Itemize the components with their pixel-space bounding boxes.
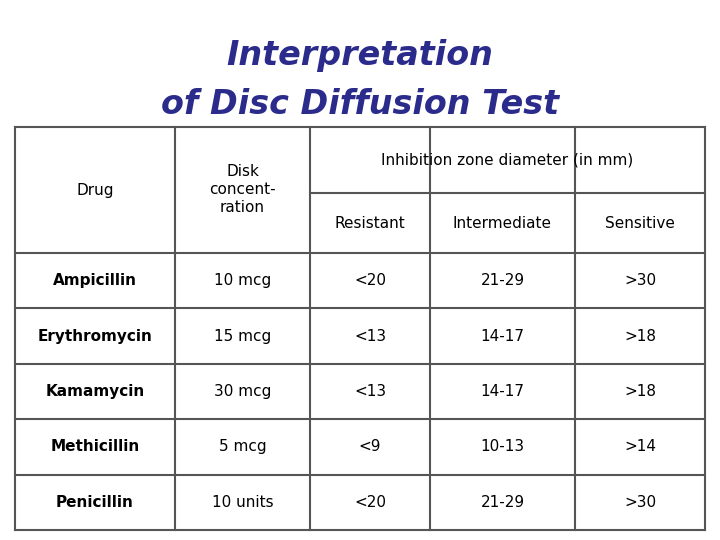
Text: 14-17: 14-17 xyxy=(480,384,524,399)
Text: >30: >30 xyxy=(624,273,656,288)
Text: Sensitive: Sensitive xyxy=(605,215,675,231)
Text: >18: >18 xyxy=(624,329,656,343)
Text: 5 mcg: 5 mcg xyxy=(219,440,266,454)
Text: <20: <20 xyxy=(354,273,386,288)
Text: <20: <20 xyxy=(354,495,386,510)
Text: Intermediate: Intermediate xyxy=(453,215,552,231)
Text: 21-29: 21-29 xyxy=(480,273,525,288)
Text: >14: >14 xyxy=(624,440,656,454)
Text: 15 mcg: 15 mcg xyxy=(214,329,271,343)
Text: Ampicillin: Ampicillin xyxy=(53,273,137,288)
Text: 30 mcg: 30 mcg xyxy=(214,384,271,399)
Text: of Disc Diffusion Test: of Disc Diffusion Test xyxy=(161,89,559,122)
Text: Methicillin: Methicillin xyxy=(50,440,140,454)
Text: >18: >18 xyxy=(624,384,656,399)
Text: Disk
concent-
ration: Disk concent- ration xyxy=(210,165,276,215)
Text: Drug: Drug xyxy=(76,183,114,198)
Text: Inhibition zone diameter (in mm): Inhibition zone diameter (in mm) xyxy=(382,152,634,167)
Text: 10-13: 10-13 xyxy=(480,440,525,454)
Text: 10 units: 10 units xyxy=(212,495,274,510)
Text: Interpretation: Interpretation xyxy=(227,38,493,71)
Text: Penicillin: Penicillin xyxy=(56,495,134,510)
Text: <13: <13 xyxy=(354,329,386,343)
Text: 14-17: 14-17 xyxy=(480,329,524,343)
Text: >30: >30 xyxy=(624,495,656,510)
Text: Erythromycin: Erythromycin xyxy=(37,329,153,343)
Text: 10 mcg: 10 mcg xyxy=(214,273,271,288)
Text: <13: <13 xyxy=(354,384,386,399)
Text: Resistant: Resistant xyxy=(335,215,405,231)
Text: Kamamycin: Kamamycin xyxy=(45,384,145,399)
Text: 21-29: 21-29 xyxy=(480,495,525,510)
Text: <9: <9 xyxy=(359,440,382,454)
